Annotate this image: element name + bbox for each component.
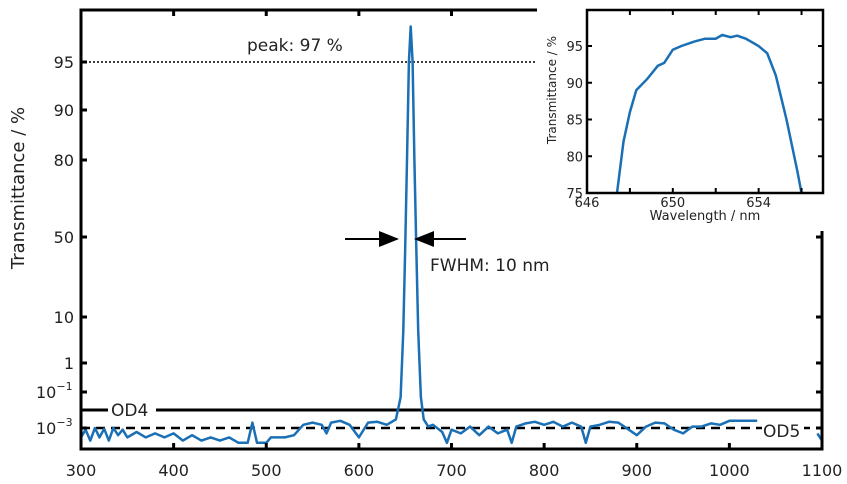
inset-x-tick-label: 646 — [575, 196, 600, 211]
od4-label-bg — [108, 399, 156, 419]
main-series-line-0 — [81, 25, 758, 445]
x-tick-label: 300 — [66, 461, 97, 480]
y-tick-label: 90 — [54, 101, 74, 120]
inset-x-tick-label: 650 — [660, 196, 685, 211]
y-tick-exponent: −1 — [56, 380, 72, 393]
inset-x-tick-label: 654 — [746, 196, 771, 211]
inset-y-tick-label: 75 — [566, 187, 583, 202]
inset-plot-frame — [585, 8, 825, 195]
od4-label: OD4 — [111, 401, 148, 421]
y-tick-label: 95 — [54, 53, 74, 72]
inset-y-tick-label: 95 — [566, 40, 583, 55]
inset-x-axis-label: Wavelength / nm — [650, 209, 761, 224]
inset-y-tick-label: 90 — [566, 77, 583, 92]
y-tick-label: 10−3 — [36, 416, 73, 438]
fwhm-annotation: FWHM: 10 nm — [430, 256, 550, 276]
x-tick-label: 500 — [251, 461, 282, 480]
x-tick-label: 1100 — [802, 461, 843, 480]
x-tick-label: 400 — [158, 461, 189, 480]
inset-y-tick-label: 85 — [566, 114, 583, 129]
y-tick-label: 50 — [54, 228, 74, 247]
x-tick-label: 600 — [344, 461, 375, 480]
x-tick-label: 800 — [529, 461, 560, 480]
x-tick-label: 1000 — [709, 461, 750, 480]
x-tick-label: 700 — [436, 461, 467, 480]
y-tick-label: 10 — [54, 308, 74, 327]
x-tick-label: 900 — [621, 461, 652, 480]
od5-label-bg — [762, 419, 804, 439]
y-tick-label: 1 — [64, 354, 74, 373]
y-tick-exponent: −3 — [56, 416, 72, 429]
y-tick-label: 80 — [54, 151, 74, 170]
inset-series-line-0 — [615, 33, 803, 193]
peak-annotation: peak: 97 % — [247, 36, 343, 56]
inset-y-axis-label: Transmittance / % — [545, 36, 559, 145]
od5-label: OD5 — [763, 422, 800, 442]
y-tick-label: 10−1 — [36, 380, 73, 402]
inset-y-tick-label: 80 — [566, 150, 583, 165]
y-axis-label: Transmittance / % — [8, 107, 29, 270]
